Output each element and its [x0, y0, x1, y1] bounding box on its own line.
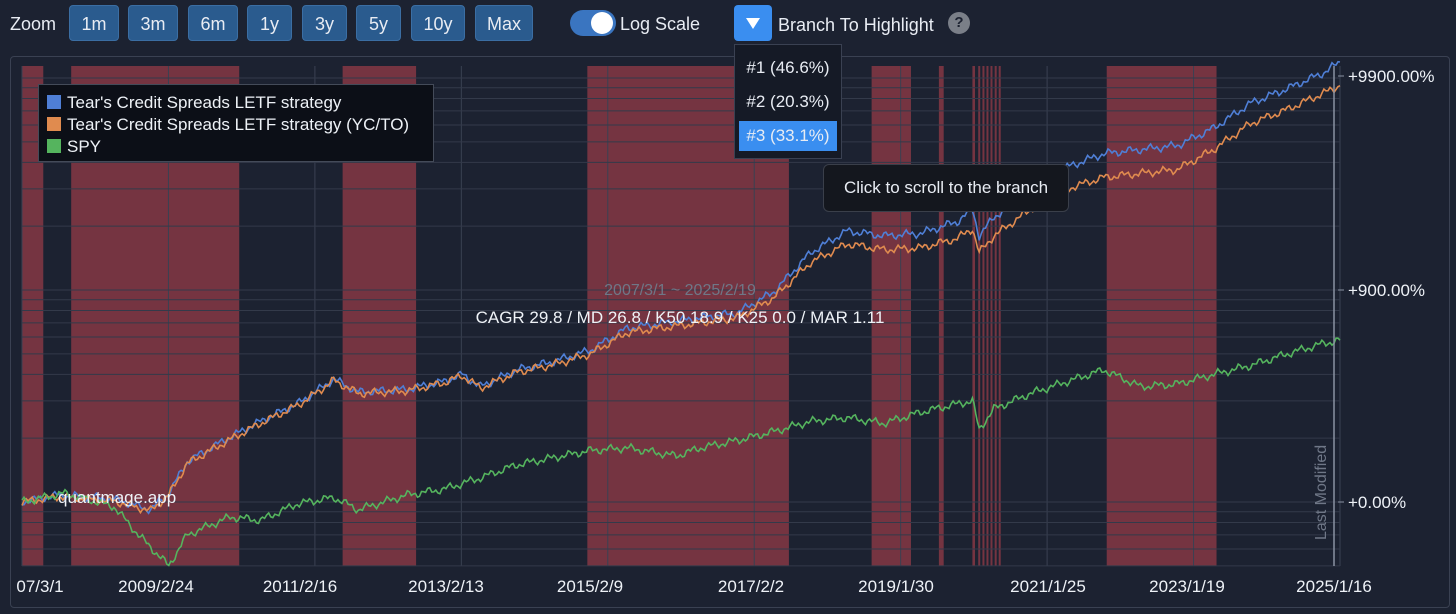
x-tick-label: 2021/1/25 — [1010, 577, 1086, 596]
series-line-3 — [21, 337, 1341, 567]
branch-menu-item-1[interactable]: #1 (46.6%) — [746, 58, 830, 77]
x-tick-label: 2023/1/19 — [1149, 577, 1225, 596]
zoom-1m-button[interactable]: 1m — [69, 5, 119, 41]
x-tick-label: 2009/2/24 — [118, 577, 194, 596]
legend-item-spy[interactable]: SPY — [47, 137, 101, 159]
x-tick-label: 07/3/1 — [16, 577, 63, 596]
series-line-1 — [21, 60, 1341, 515]
x-tick-label: 2011/2/16 — [263, 577, 337, 596]
zoom-3y-button[interactable]: 3y — [302, 5, 347, 41]
highlight-band-13 — [998, 66, 1001, 566]
chart-legend: Tear's Credit Spreads LETF strategy Tear… — [38, 84, 434, 162]
legend-swatch — [47, 117, 61, 131]
highlight-band-14 — [1106, 66, 1217, 566]
help-icon[interactable]: ? — [948, 12, 970, 34]
zoom-label: Zoom — [10, 14, 57, 34]
chart-series — [21, 60, 1341, 567]
x-axis-ticks: 07/3/1 2009/2/24 2011/2/16 2013/2/13 2015/2/… — [16, 577, 1371, 596]
highlight-band-10 — [986, 66, 989, 566]
highlight-band-1 — [22, 66, 44, 566]
branch-menu-item-2[interactable]: #2 (20.3%) — [746, 92, 830, 111]
branch-dropdown-button[interactable] — [734, 5, 772, 41]
branch-menu-item-3[interactable]: #3 (33.1%) — [739, 121, 837, 151]
chart-grid — [21, 66, 1341, 567]
date-range-text: 2007/3/1 ~ 2025/2/19 — [604, 282, 756, 299]
y-tick-label: +900.00% — [1348, 281, 1425, 300]
zoom-3m-button[interactable]: 3m — [128, 5, 178, 41]
highlight-band-8 — [978, 66, 981, 566]
legend-label: SPY — [67, 137, 102, 156]
legend-item-strategy[interactable]: Tear's Credit Spreads LETF strategy — [47, 93, 341, 115]
highlight-band-5 — [871, 66, 911, 566]
watermark: quantmage.app — [58, 488, 176, 507]
toolbar: Zoom 1m 3m 6m 1y 3y 5y 10y Max Log Scale… — [0, 0, 1456, 50]
x-tick-label: 2015/2/9 — [557, 577, 623, 596]
branch-menu: #1 (46.6%) #2 (20.3%) #3 (33.1%) — [734, 44, 842, 159]
triangle-down-icon — [746, 18, 760, 29]
legend-label: Tear's Credit Spreads LETF strategy — [67, 93, 342, 112]
series-line-2 — [21, 84, 1341, 515]
y-axis-ticks: +9900.00% +900.00% +0.00% — [1338, 67, 1435, 512]
y-tick-label: +9900.00% — [1348, 67, 1435, 86]
chart-frame — [10, 56, 1450, 608]
highlight-band-6 — [938, 66, 944, 566]
x-tick-label: 2025/1/16 — [1296, 577, 1372, 596]
highlight-band-7 — [972, 66, 976, 566]
legend-label: Tear's Credit Spreads LETF strategy (YC/… — [67, 115, 410, 134]
highlight-band-12 — [994, 66, 997, 566]
legend-swatch — [47, 139, 61, 153]
legend-item-strategy-yc[interactable]: Tear's Credit Spreads LETF strategy (YC/… — [47, 115, 409, 137]
zoom-5y-button[interactable]: 5y — [356, 5, 401, 41]
log-scale-label: Log Scale — [620, 14, 701, 34]
x-tick-label: 2019/1/30 — [858, 577, 934, 596]
zoom-1y-button[interactable]: 1y — [247, 5, 292, 41]
highlight-band-9 — [982, 66, 985, 566]
branch-tooltip: Click to scroll to the branch — [823, 164, 1069, 212]
legend-swatch — [47, 95, 61, 109]
highlight-band-11 — [990, 66, 993, 566]
branch-highlight-label: Branch To Highlight — [778, 15, 934, 35]
zoom-6m-button[interactable]: 6m — [188, 5, 238, 41]
y-tick-label: +0.00% — [1348, 493, 1406, 512]
zoom-10y-button[interactable]: 10y — [411, 5, 465, 41]
x-tick-label: 2017/2/2 — [718, 577, 784, 596]
x-tick-label: 2013/2/13 — [408, 577, 484, 596]
log-scale-toggle[interactable] — [570, 10, 616, 36]
stats-text: CAGR 29.8 / MD 26.8 / K50 18.9 / K25 0.0… — [476, 308, 885, 327]
zoom-max-button[interactable]: Max — [475, 5, 533, 41]
toggle-switch-icon — [591, 12, 613, 34]
last-modified-label: Last Modified — [1313, 445, 1330, 540]
